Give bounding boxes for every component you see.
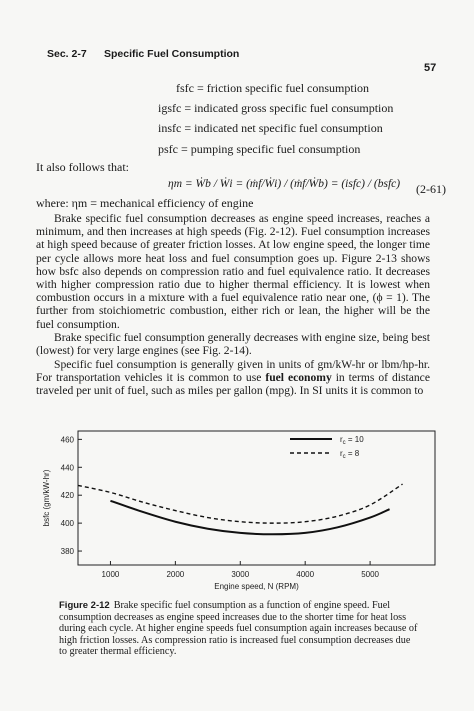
bsfc-chart: 1000 2000 3000 4000 5000 380 400 420 440 460 Engin… bbox=[42, 430, 436, 591]
y-tick-label: 420 bbox=[61, 491, 75, 500]
definition-insfc: insfc = indicated net specific fuel cons… bbox=[158, 121, 383, 135]
y-tick-label: 460 bbox=[61, 435, 75, 444]
page-number: 57 bbox=[424, 62, 437, 74]
y-tick-label: 400 bbox=[61, 519, 75, 528]
x-tick-label: 5000 bbox=[361, 570, 379, 579]
series-line-rc10 bbox=[110, 499, 390, 536]
x-tick-label: 3000 bbox=[231, 570, 249, 579]
x-tick-label: 2000 bbox=[166, 570, 184, 579]
paragraph-engine-size: Brake specific fuel consumption generall… bbox=[36, 331, 430, 358]
paragraph-bsfc-speed: Brake specific fuel consumption decrease… bbox=[36, 212, 430, 331]
follows-text: It also follows that: bbox=[36, 160, 129, 174]
y-tick-label: 440 bbox=[61, 463, 75, 472]
caption-text: Brake specific fuel consumption as a fun… bbox=[59, 600, 418, 658]
x-tick-label: 1000 bbox=[102, 570, 120, 579]
y-tick-label: 380 bbox=[61, 547, 75, 556]
units-text-after: in terms of distance traveled per unit o… bbox=[36, 371, 430, 398]
definition-psfc: psfc = pumping specific fuel consumption bbox=[158, 142, 361, 156]
caption-label: Figure 2-12 bbox=[59, 600, 110, 611]
units-text-before: Specific fuel consumption is generally g… bbox=[36, 358, 430, 385]
legend-label-rc8: rc = 8 bbox=[340, 449, 360, 460]
y-axis-label: bsfc (gm/kW-hr) bbox=[42, 469, 51, 526]
definition-fsfc: fsfc = friction specific fuel consumptio… bbox=[176, 81, 370, 95]
x-axis-label: Engine speed, N (RPM) bbox=[214, 582, 299, 591]
section-title: Specific Fuel Consumption bbox=[104, 48, 240, 60]
definition-igsfc: igsfc = indicated gross specific fuel co… bbox=[158, 101, 394, 115]
paragraph-units: Specific fuel consumption is generally g… bbox=[36, 358, 430, 398]
x-tick-label: 4000 bbox=[296, 570, 314, 579]
equation-number: (2-61) bbox=[416, 182, 446, 196]
section-number: Sec. 2-7 bbox=[47, 48, 87, 60]
plot-frame bbox=[77, 430, 436, 566]
fuel-economy-term: fuel economy bbox=[265, 371, 332, 385]
series-line-rc8 bbox=[77, 483, 403, 524]
figure-caption: Figure 2-12 Brake specific fuel consumpti… bbox=[59, 600, 419, 658]
legend-label-rc10: rc = 10 bbox=[340, 435, 364, 446]
equation-2-61: ηm = Ẇb / Ẇi = (ṁf/Ẇi) / (ṁf/Ẇb) = (isfc… bbox=[168, 178, 401, 190]
where-text: where: ηm = mechanical efficiency of eng… bbox=[36, 196, 254, 210]
